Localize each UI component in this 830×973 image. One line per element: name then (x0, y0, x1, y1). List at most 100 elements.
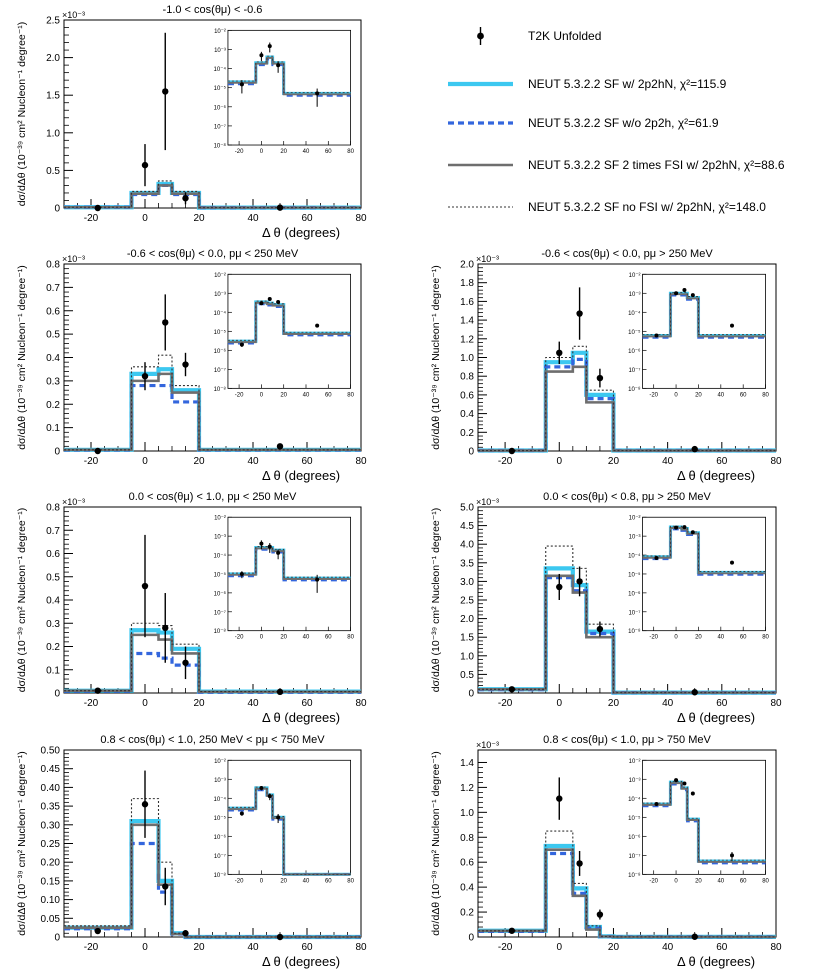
inset-x-tick-label: -20 (235, 878, 244, 884)
x-tick-label: -20 (84, 942, 99, 953)
x-tick-label: -20 (84, 213, 99, 224)
inset-x-tick-label: 0 (260, 149, 264, 155)
y-tick-label: 1.0 (460, 808, 474, 819)
inset-x-tick-label: 0 (674, 878, 678, 884)
inset-x-tick-label: 20 (280, 635, 287, 641)
inset-x-tick-label: 60 (325, 878, 332, 884)
inset-y-tick-label: 10⁻² (214, 516, 226, 522)
axis-exponent: ×10⁻³ (476, 740, 499, 750)
y-tick-label: 0.20 (41, 858, 61, 869)
x-tick-label: 60 (301, 456, 313, 467)
x-tick-label: 0 (142, 698, 148, 709)
y-tick-label: 0.35 (41, 802, 61, 813)
inset-y-tick-label: 10⁻² (214, 29, 226, 35)
x-tick-label: 60 (716, 456, 728, 467)
series-line-3 (478, 365, 776, 452)
inset-x-tick-label: 60 (325, 392, 332, 398)
x-tick-label: 60 (301, 942, 313, 953)
inset-y-tick-label: 10⁻⁶ (628, 834, 641, 841)
legend: T2K Unfolded NEUT 5.3.2.2 SF w/ 2p2hN, χ²… (448, 27, 785, 214)
inset-x-tick-label: -20 (649, 878, 658, 884)
inset-data-point (674, 525, 679, 530)
y-tick-label: 0.4 (46, 596, 60, 607)
inset-y-tick-label: 10⁻⁷ (214, 123, 226, 130)
y-tick-label: 0 (54, 447, 60, 458)
data-point (576, 310, 583, 317)
inset-y-tick-label: 10⁻⁴ (214, 66, 227, 73)
y-tick-label: 0.8 (460, 833, 474, 844)
inset-data-point (690, 791, 695, 796)
panel-title: -0.6 < cos(θμ) < 0.0, pμ > 250 MeV (541, 248, 713, 260)
inset-data-point (654, 802, 659, 807)
series-line-3 (64, 633, 361, 694)
inset-x-tick-label: 60 (325, 149, 332, 155)
inset-x-tick-label: 0 (260, 635, 264, 641)
y-tick-label: 0.45 (41, 764, 61, 775)
inset-y-tick-label: 10⁻⁴ (628, 796, 641, 803)
data-point (691, 445, 698, 453)
y-tick-label: 0.5 (46, 330, 60, 341)
inset-series-line-4 (227, 546, 351, 578)
axis-exponent: ×10⁻³ (62, 497, 85, 507)
inset-data-point (276, 299, 281, 304)
inset-y-tick-label: 10⁻⁸ (214, 628, 227, 635)
y-tick-label: 0.5 (460, 670, 474, 681)
inset-y-tick-label: 10⁻⁵ (628, 815, 641, 822)
data-point (691, 689, 698, 696)
x-tick-label: 0 (556, 456, 562, 467)
x-tick-label: 20 (193, 213, 205, 224)
x-tick-label: 20 (608, 698, 620, 709)
y-tick-label: 1.8 (460, 278, 474, 289)
data-point (162, 88, 169, 95)
inset-x-tick-label: 60 (325, 635, 332, 641)
y-tick-label: 0.3 (46, 376, 60, 387)
y-tick-label: 0.6 (460, 390, 474, 401)
inset-data-point (259, 785, 264, 790)
inset-y-tick-label: 10⁻⁶ (214, 590, 227, 597)
y-tick-label: 0.6 (46, 549, 60, 560)
inset-y-tick-label: 10⁻³ (629, 535, 641, 541)
data-point (162, 319, 169, 326)
inset-frame (227, 273, 352, 389)
y-tick-label: 0.1 (46, 665, 60, 676)
data-point (182, 361, 189, 368)
inset-x-tick-label: 60 (740, 635, 747, 641)
inset-x-tick-label: 20 (695, 392, 702, 398)
y-tick-label: 3.5 (460, 558, 474, 569)
inset-data-point (276, 63, 281, 68)
y-tick-label: 0 (468, 933, 474, 944)
y-tick-label: 1.5 (46, 91, 60, 102)
data-point (508, 686, 516, 693)
y-tick-label: 0.7 (46, 526, 60, 537)
y-tick-label: 0.6 (460, 858, 474, 869)
inset-y-tick-label: 10⁻⁶ (628, 348, 641, 355)
inset-x-tick-label: 60 (740, 392, 747, 398)
inset-data-point (315, 577, 320, 582)
y-tick-label: 1.2 (460, 334, 474, 345)
y-axis-label: dσ/dΔθ (10⁻³⁹ cm² Nucleon⁻¹ degree⁻¹) (430, 751, 442, 936)
y-tick-label: 0.15 (41, 876, 61, 887)
y-tick-label: 0.05 (41, 914, 61, 925)
inset-y-tick-label: 10⁻² (629, 516, 641, 522)
data-point (141, 373, 149, 380)
data-point (182, 930, 189, 937)
inset-y-tick-label: 10⁻⁷ (628, 853, 640, 860)
inset-y-tick-label: 10⁻³ (214, 778, 226, 784)
inset-x-tick-label: 20 (280, 149, 287, 155)
inset-x-tick-label: 80 (762, 878, 769, 884)
x-axis-label: Δ θ (degrees) (677, 468, 755, 483)
inset-y-tick-label: 10⁻³ (214, 535, 226, 541)
inset-y-tick-label: 10⁻⁵ (214, 571, 227, 578)
inset-data-point (315, 91, 320, 96)
inset-plot: 10⁻² 10⁻³ 10⁻⁴ 10⁻⁵ 10⁻⁶ 10⁻⁷ 10⁻⁸ -20 0 20 40 60 80 (214, 759, 355, 885)
inset-y-tick-label: 10⁻⁸ (628, 386, 641, 393)
inset-x-tick-label: -20 (235, 392, 244, 398)
y-tick-label: 2.5 (46, 16, 60, 27)
data-point (141, 582, 149, 590)
inset-y-tick-label: 10⁻⁵ (214, 85, 227, 92)
inset-y-tick-label: 10⁻² (629, 273, 641, 279)
data-point (276, 688, 284, 696)
x-tick-label: 0 (556, 942, 562, 953)
inset-data-point (730, 853, 735, 858)
